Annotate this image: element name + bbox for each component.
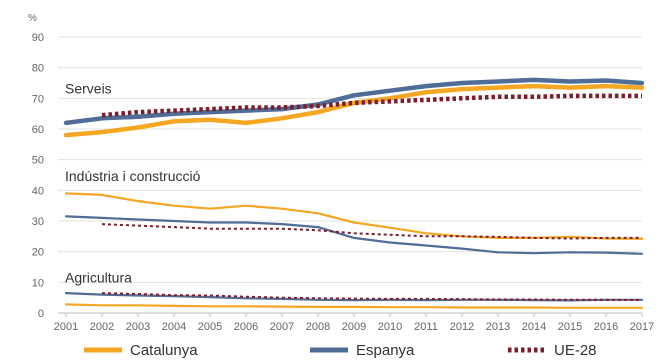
annotation-label: Agricultura — [65, 269, 132, 285]
x-tick-label: 2005 — [198, 321, 222, 333]
x-tick-label: 2015 — [558, 321, 582, 333]
x-tick-label: 2002 — [90, 321, 114, 333]
x-tick-label: 2009 — [342, 321, 366, 333]
y-tick-label: 40 — [32, 185, 44, 197]
x-tick-label: 2011 — [414, 321, 438, 333]
x-tick-label: 2007 — [270, 321, 294, 333]
y-tick-label: 80 — [32, 63, 44, 75]
x-tick-label: 2008 — [306, 321, 330, 333]
y-tick-label: 30 — [32, 216, 44, 228]
y-tick-label: 60 — [32, 124, 44, 136]
series-line-catalunya-0 — [63, 83, 645, 138]
x-tick-label: 2003 — [126, 321, 150, 333]
annotation-label: Serveis — [65, 81, 112, 97]
x-axis: 2001 2002 2003 2004 2005 2006 2007 2008 2009 2010… — [54, 313, 654, 333]
y-tick-label: 50 — [32, 155, 44, 167]
x-tick-label: 2010 — [378, 321, 402, 333]
legend-label: Espanya — [356, 342, 415, 359]
x-tick-label: 2004 — [162, 321, 186, 333]
x-tick-label: 2001 — [54, 321, 78, 333]
y-tick-label: 10 — [32, 277, 44, 289]
annotation-label: Indústria i construcció — [65, 168, 201, 184]
legend-label: UE-28 — [554, 342, 597, 359]
series-line-catalunya-6 — [64, 303, 644, 309]
series-line-espanya-1 — [63, 77, 645, 126]
unit-label: % — [28, 13, 37, 24]
series — [63, 77, 645, 309]
x-tick-label: 2014 — [522, 321, 546, 333]
series-line-ue-28-2 — [101, 93, 642, 118]
legend: Catalunya Espanya UE-28 — [84, 342, 597, 359]
y-tick-label: 20 — [32, 247, 44, 259]
y-axis: 0 10 20 30 40 50 60 70 80 90 — [32, 32, 44, 320]
series-line-espanya-4 — [64, 215, 644, 255]
y-tick-label: 0 — [38, 308, 44, 320]
y-tick-label: 70 — [32, 93, 44, 105]
x-tick-label: 2006 — [234, 321, 258, 333]
x-tick-label: 2013 — [486, 321, 510, 333]
x-tick-label: 2012 — [450, 321, 474, 333]
y-tick-label: 90 — [32, 32, 44, 44]
series-line-ue-28-8 — [101, 292, 643, 302]
x-tick-label: 2017 — [630, 321, 654, 333]
annotations: Serveis Indústria i construcció Agricultur… — [65, 81, 201, 286]
series-line-catalunya-3 — [64, 192, 644, 240]
legend-label: Catalunya — [130, 342, 198, 359]
x-tick-label: 2016 — [594, 321, 618, 333]
series-line-ue-28-5 — [101, 223, 642, 240]
